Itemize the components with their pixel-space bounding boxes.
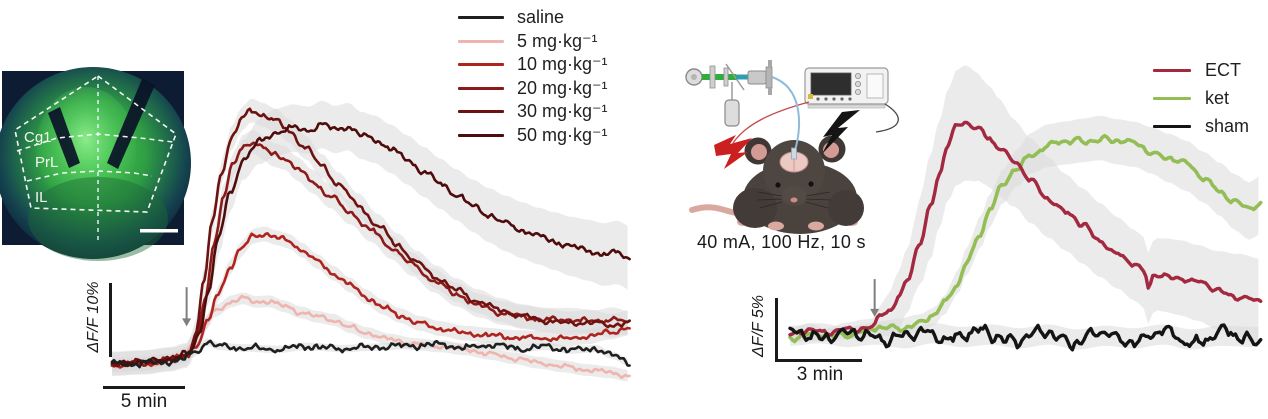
y-scale-bar-right [775,298,778,361]
legend-item-saline: saline [458,6,608,30]
electrode-wire-black [875,103,899,133]
legend-label: 50 mg·kg⁻¹ [517,124,608,145]
legend-item-ket: ket [1153,84,1249,112]
dose-legend: saline 5 mg·kg⁻¹ 10 mg·kg⁻¹ 20 mg·kg⁻¹ 3… [458,6,608,147]
y-scale-label-right: ΔF/F 5% [750,295,767,358]
electrode-wire-red [732,101,810,144]
x-scale-label-right: 3 min [796,364,844,385]
legend-item-30mg: 30 mg·kg⁻¹ [458,100,608,124]
treatment-legend: ECT ket sham [1153,56,1249,140]
trace-ECT [788,120,1263,337]
legend-item-ect: ECT [1153,56,1249,84]
event-arrow-head [182,318,192,327]
sem-band-saline [112,338,628,368]
legend-label: ket [1205,87,1230,108]
region-label-il: IL [35,189,48,206]
optic-fiber-cable [771,76,800,155]
legend-line-swatch [458,63,504,67]
y-scale-label-left: ΔF/F 10% [85,281,102,353]
legend-label: saline [517,7,565,28]
brain-fluorescence-inset: Cg1 PrL IL [0,67,191,261]
legend-line-swatch [1153,96,1191,100]
fiber-ferrule [791,147,797,160]
sem-band-30 mg·kg⁻¹ [112,98,628,376]
region-outline [14,75,177,213]
legend-line-swatch [458,39,504,43]
legend-item-5mg: 5 mg·kg⁻¹ [458,30,608,54]
legend-item-10mg: 10 mg·kg⁻¹ [458,53,608,77]
trace-30 mg·kg⁻¹ [110,107,631,368]
trace-10 mg·kg⁻¹ [110,232,631,369]
photometry-device-icon [685,60,773,127]
trace-50 mg·kg⁻¹ [110,122,631,368]
lightning-bolt-red-icon [714,135,752,169]
right-trace-plot [788,65,1263,352]
mouse-whiskers [756,191,832,209]
left-trace-plot [110,98,631,382]
region-label-cg1: Cg1 [24,129,52,146]
x-scale-bar-right [775,359,862,362]
sem-band-ECT [790,65,1259,345]
legend-item-50mg: 50 mg·kg⁻¹ [458,124,608,148]
trace-sham [788,323,1263,352]
legend-label: 10 mg·kg⁻¹ [517,54,608,75]
legend-line-swatch [458,133,504,137]
x-scale-label-left: 5 min [120,391,168,412]
legend-line-swatch [458,16,504,20]
y-scale-bar-left [109,283,112,357]
legend-label: sham [1205,115,1250,136]
ect-stimulator-icon [804,67,889,109]
legend-label: 20 mg·kg⁻¹ [517,77,608,98]
x-scale-bar-left [103,386,185,389]
sem-band-5 mg·kg⁻¹ [112,292,628,382]
event-arrow-head [870,308,880,317]
legend-line-swatch [1153,124,1191,128]
region-label-prl: PrL [35,154,58,171]
legend-label: 30 mg·kg⁻¹ [517,101,608,122]
mouse-ect-setup-illustration [685,60,899,234]
trace-saline [110,339,631,369]
legend-line-swatch [1153,68,1191,72]
lightning-bolt-black-icon [822,110,860,154]
legend-line-swatch [458,86,504,90]
legend-label: ECT [1205,59,1241,80]
legend-item-20mg: 20 mg·kg⁻¹ [458,77,608,101]
fiber-track-right [107,79,155,169]
legend-item-sham: sham [1153,112,1249,140]
legend-line-swatch [458,110,504,114]
green-fluorescence-lower [28,177,168,261]
stimulation-parameters: 40 mA, 100 Hz, 10 s [697,232,866,252]
mouse-illustration [689,135,864,234]
inset-scale-bar [140,229,178,233]
legend-label: 5 mg·kg⁻¹ [517,30,598,51]
